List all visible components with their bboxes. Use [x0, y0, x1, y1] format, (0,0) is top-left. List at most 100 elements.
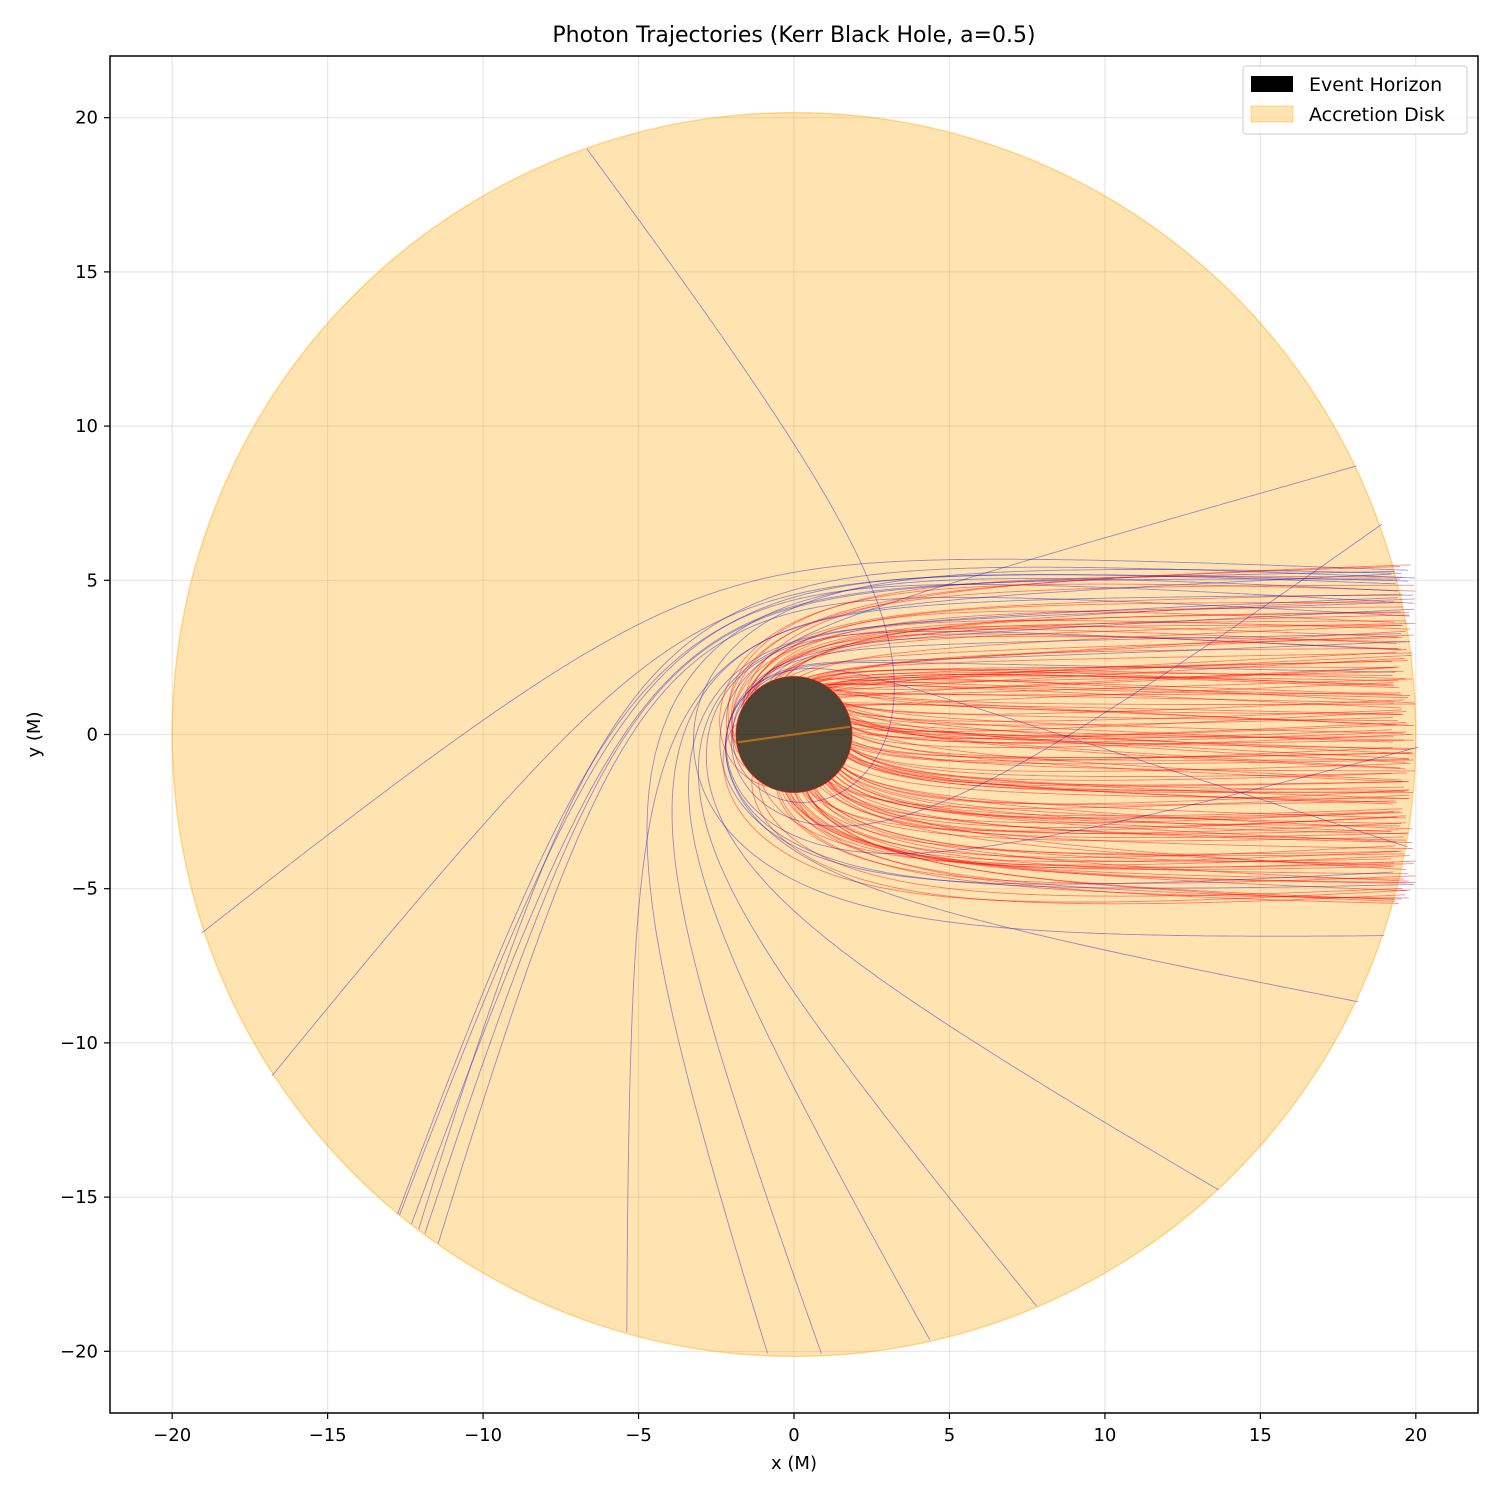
photon-trajectory	[787, 791, 1414, 868]
photon-trajectory	[834, 774, 1402, 820]
x-tick-label: 20	[1404, 1425, 1427, 1446]
photon-trajectory	[671, 573, 1392, 1354]
x-tick-label: −20	[153, 1425, 191, 1446]
photon-trajectory	[852, 732, 1413, 748]
photon-trajectory	[851, 727, 1404, 745]
photon-trajectory	[825, 683, 1408, 699]
y-tick-label: 10	[75, 416, 98, 437]
photon-trajectory	[832, 778, 1406, 870]
photon-trajectory	[801, 791, 1396, 858]
legend-swatch-event-horizon	[1251, 76, 1293, 92]
photon-trajectory	[837, 693, 1394, 704]
photon-trajectory	[852, 734, 1411, 759]
y-tick-label: 0	[87, 725, 98, 746]
photon-trajectory	[827, 781, 1406, 834]
photon-trajectory	[850, 717, 1407, 737]
photon-trajectory	[719, 465, 1394, 885]
photon-trajectory	[817, 676, 1415, 704]
y-tick-label: 15	[75, 262, 98, 283]
photon-trajectory	[826, 675, 1399, 688]
photon-trajectory	[750, 612, 1409, 695]
x-tick-label: 10	[1093, 1425, 1116, 1446]
photon-trajectory	[852, 743, 1393, 762]
photon-trajectory	[785, 791, 1402, 900]
photon-trajectory	[851, 741, 1409, 761]
photon-trajectory	[818, 661, 1392, 683]
photon-trajectory	[813, 669, 1394, 687]
photon-trajectory	[789, 791, 1402, 863]
photon-trajectory	[794, 792, 1404, 880]
photon-trajectory	[784, 791, 1407, 892]
photon-trajectory	[774, 624, 1403, 680]
chart-title: Photon Trajectories (Kerr Black Hole, a=…	[552, 23, 1035, 48]
photon-trajectory	[754, 620, 1406, 691]
photon-trajectory	[725, 584, 1415, 767]
photon-trajectory	[626, 594, 1414, 1332]
photon-trajectory	[730, 523, 1396, 827]
photon-trajectory	[835, 693, 1409, 726]
photon-trajectory	[725, 641, 1419, 855]
photon-trajectory	[778, 791, 1409, 899]
photon-trajectory	[848, 752, 1403, 786]
photon-trajectory	[848, 711, 1393, 743]
photon-trajectory	[850, 748, 1397, 803]
photon-trajectory	[719, 583, 1416, 787]
y-tick-label: −20	[60, 1341, 98, 1362]
photon-trajectory	[742, 564, 1411, 705]
photon-trajectory	[831, 778, 1397, 843]
photon-trajectory	[810, 789, 1405, 842]
photon-trajectory	[843, 703, 1404, 734]
photon-trajectory	[769, 625, 1398, 682]
photon-trajectory	[722, 723, 1411, 903]
y-tick-label: 20	[75, 108, 98, 129]
photon-trajectory	[800, 624, 1403, 677]
axis-ticks: −20 −15 −10 −5 0 5 10 15 20 −20 −15 −10 −5 0 5 10 15 20	[60, 108, 1427, 1446]
photon-trajectory	[271, 574, 1409, 1077]
photon-trajectory	[843, 763, 1408, 799]
x-tick-label: 5	[944, 1425, 955, 1446]
photon-trajectory	[816, 672, 1393, 682]
legend-label-accretion-disk: Accretion Disk	[1309, 104, 1445, 126]
photon-trajectory	[839, 769, 1403, 817]
photon-trajectory	[795, 791, 1407, 884]
photon-trajectory	[818, 648, 1399, 683]
photon-trajectory	[827, 782, 1399, 835]
photon-trajectory	[813, 789, 1391, 863]
photon-trajectory	[826, 673, 1400, 689]
photon-trajectory	[784, 598, 1415, 677]
photon-trajectory	[807, 652, 1413, 679]
photon-trajectory	[754, 606, 1403, 692]
photon-trajectory	[847, 712, 1393, 726]
photon-trajectory	[846, 708, 1406, 764]
photon-trajectory	[825, 782, 1395, 867]
photon-trajectory	[852, 743, 1413, 759]
x-tick-label: 15	[1249, 1425, 1272, 1446]
photon-trajectory	[705, 630, 1401, 1191]
photon-trajectory	[747, 610, 1395, 699]
x-tick-label: −15	[309, 1425, 347, 1446]
photon-trajectory	[830, 688, 1404, 715]
photon-trajectory	[846, 757, 1410, 787]
y-tick-label: −15	[60, 1187, 98, 1208]
photon-trajectory	[848, 755, 1410, 799]
photon-trajectory	[825, 783, 1400, 824]
photon-trajectory	[812, 668, 1406, 680]
photon-trajectory	[852, 734, 1408, 783]
legend: Event Horizon Accretion Disk	[1242, 65, 1468, 135]
photon-trajectory	[847, 756, 1405, 791]
photon-trajectory	[844, 704, 1398, 722]
photon-trajectory	[749, 633, 1407, 697]
photon-trajectory	[828, 780, 1407, 841]
y-tick-label: −10	[60, 1033, 98, 1054]
photon-trajectory	[832, 778, 1413, 843]
photon-trajectory	[814, 788, 1395, 864]
photon-trajectory	[845, 705, 1415, 755]
photon-trajectory	[761, 783, 1410, 866]
photon-trajectory	[751, 775, 1406, 905]
x-tick-label: 0	[788, 1425, 799, 1446]
photon-trajectory	[843, 766, 1411, 805]
photon-trajectory	[803, 791, 1399, 855]
photon-trajectory	[399, 574, 1397, 1216]
photon-trajectory	[825, 674, 1394, 686]
photon-trajectory	[827, 667, 1397, 690]
